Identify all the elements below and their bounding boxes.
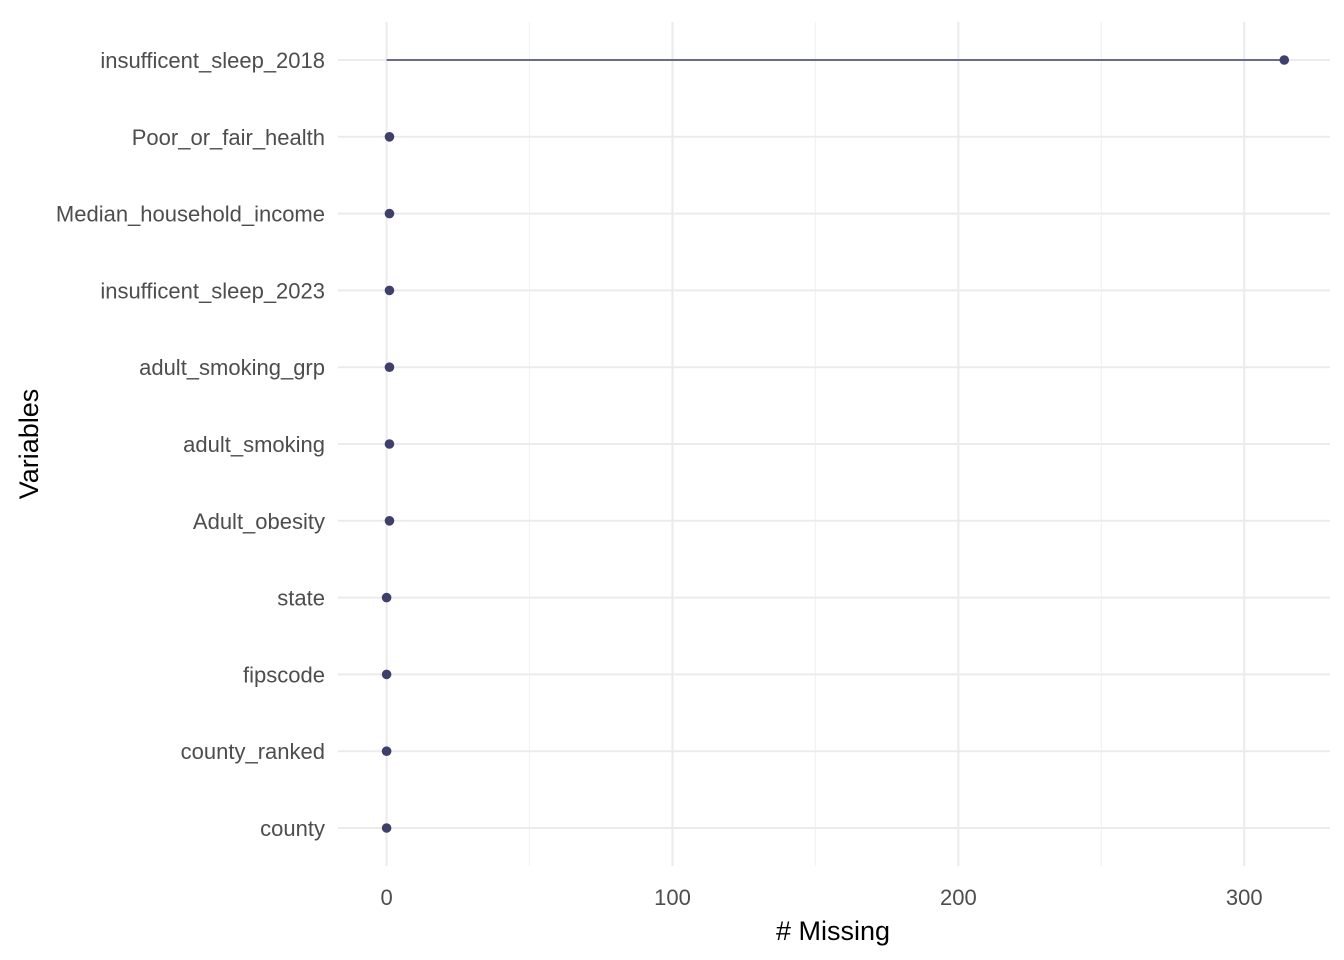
y-tick-label: county_ranked bbox=[181, 739, 325, 764]
y-tick-label: fipscode bbox=[243, 662, 325, 687]
x-tick-label: 300 bbox=[1226, 885, 1263, 910]
y-tick-label: insufficent_sleep_2023 bbox=[100, 278, 325, 303]
y-axis-title: Variables bbox=[14, 389, 44, 500]
y-tick-label: county bbox=[260, 816, 325, 841]
lollipop-point bbox=[381, 746, 392, 756]
y-tick-label: adult_smoking bbox=[183, 432, 325, 457]
lollipop-point bbox=[381, 669, 392, 680]
gridlines bbox=[338, 22, 1330, 866]
y-tick-label: Median_household_income bbox=[56, 202, 325, 227]
tick-labels: insufficent_sleep_2018 Poor_or_fair_healt… bbox=[56, 48, 1263, 910]
y-tick-label: Poor_or_fair_health bbox=[132, 125, 325, 150]
x-tick-label: 100 bbox=[654, 885, 691, 910]
lollipop-point bbox=[384, 285, 395, 296]
x-tick-label: 200 bbox=[940, 885, 977, 910]
x-tick-label: 0 bbox=[380, 885, 392, 910]
lollipop-point bbox=[384, 516, 395, 526]
lollipop-point bbox=[1279, 55, 1290, 65]
lollipop-point bbox=[384, 208, 395, 219]
lollipop-point bbox=[381, 823, 392, 833]
lollipop-marks bbox=[381, 55, 1290, 833]
y-tick-label: insufficent_sleep_2018 bbox=[100, 48, 325, 73]
lollipop-point bbox=[384, 132, 395, 142]
lollipop-point bbox=[384, 362, 395, 373]
y-tick-label: adult_smoking_grp bbox=[139, 355, 325, 380]
x-axis-title: # Missing bbox=[776, 916, 890, 946]
y-tick-label: Adult_obesity bbox=[193, 509, 325, 534]
lollipop-point bbox=[381, 592, 392, 603]
y-tick-label: state bbox=[277, 586, 325, 611]
lollipop-point bbox=[384, 439, 395, 449]
